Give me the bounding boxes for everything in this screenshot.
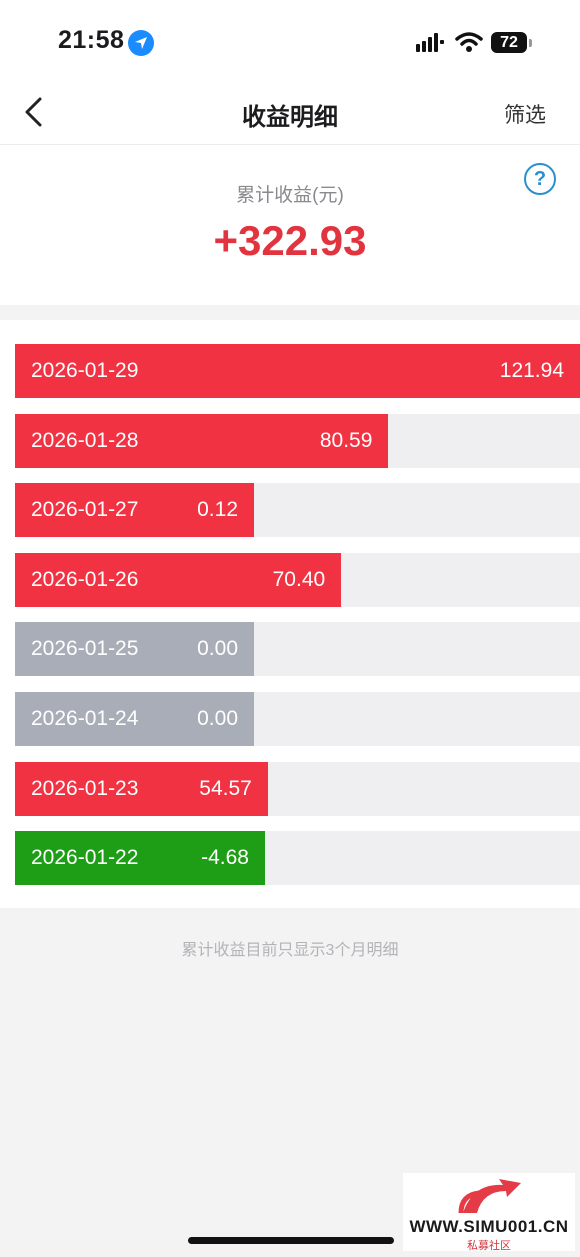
- income-value: 80.59: [319, 428, 373, 452]
- income-value: -4.68: [201, 846, 249, 870]
- income-row[interactable]: 2026-01-25 0.00: [15, 622, 580, 677]
- income-bar: 2026-01-27 0.12: [15, 483, 254, 538]
- income-value: 121.94: [499, 359, 564, 382]
- income-date: 2026-01-25: [31, 637, 139, 661]
- income-bar: 2026-01-25 0.00: [15, 622, 254, 677]
- cellular-signal-icon: [416, 33, 444, 52]
- income-row[interactable]: 2026-01-24 0.00: [15, 692, 580, 746]
- income-date: 2026-01-24: [31, 707, 139, 730]
- help-icon[interactable]: ?: [524, 163, 556, 195]
- income-date: 2026-01-23: [31, 776, 139, 800]
- battery-icon: 72: [491, 32, 527, 53]
- income-bar: 2026-01-26 70.40: [15, 552, 342, 607]
- income-bar: 2026-01-24 0.00: [15, 692, 254, 746]
- summary-card: 累计收益(元) +322.93 ?: [0, 145, 580, 305]
- footnote: 累计收益目前只显示3个月明细: [181, 942, 399, 959]
- home-indicator: [188, 1237, 394, 1244]
- watermark-site: WWW.SIMU001.CN: [409, 1217, 569, 1236]
- watermark-subtitle: 私募社区: [467, 1240, 511, 1252]
- battery-tip: [529, 39, 532, 47]
- income-row[interactable]: 2026-01-22 -4.68: [15, 831, 580, 886]
- back-chevron-icon[interactable]: [22, 96, 50, 128]
- income-row[interactable]: 2026-01-28 80.59: [15, 413, 580, 468]
- income-date: 2026-01-26: [31, 567, 139, 591]
- income-value: 54.57: [199, 776, 252, 800]
- income-row[interactable]: 2026-01-26 70.40: [15, 552, 580, 607]
- income-date: 2026-01-28: [31, 428, 139, 452]
- wifi-icon: [455, 32, 483, 52]
- cumulative-income-value: +322.93: [213, 217, 367, 264]
- income-date: 2026-01-22: [31, 846, 139, 870]
- income-row[interactable]: 2026-01-29 121.94: [15, 344, 580, 398]
- income-value: 0.00: [197, 707, 238, 730]
- income-list: 2026-01-29 121.94 2026-01-28 80.59 2026-01-2…: [0, 320, 580, 908]
- income-row[interactable]: 2026-01-23 54.57: [15, 761, 580, 816]
- status-bar: 21:58 72: [0, 0, 580, 80]
- income-date: 2026-01-29: [31, 359, 139, 382]
- income-value: 0.12: [197, 498, 238, 522]
- income-row[interactable]: 2026-01-27 0.12: [15, 483, 580, 538]
- income-value: 0.00: [197, 637, 238, 661]
- income-date: 2026-01-27: [31, 498, 139, 522]
- location-arrow-icon: [128, 30, 154, 56]
- income-bar: 2026-01-28 80.59: [15, 413, 389, 468]
- income-bar: 2026-01-29 121.94: [15, 344, 580, 398]
- watermark-arrow-icon: [458, 1179, 521, 1214]
- watermark-logo: WWW.SIMU001.CN 私募社区: [403, 1173, 575, 1252]
- status-time: 21:58: [58, 26, 125, 54]
- filter-button[interactable]: 筛选: [504, 104, 546, 127]
- income-bar: 2026-01-23 54.57: [15, 761, 268, 816]
- income-bar: 2026-01-22 -4.68: [15, 831, 265, 886]
- cumulative-income-label: 累计收益(元): [236, 185, 344, 206]
- income-value: 70.40: [272, 567, 326, 591]
- page-title: 收益明细: [242, 104, 338, 131]
- nav-bar: 收益明细 筛选: [0, 80, 580, 145]
